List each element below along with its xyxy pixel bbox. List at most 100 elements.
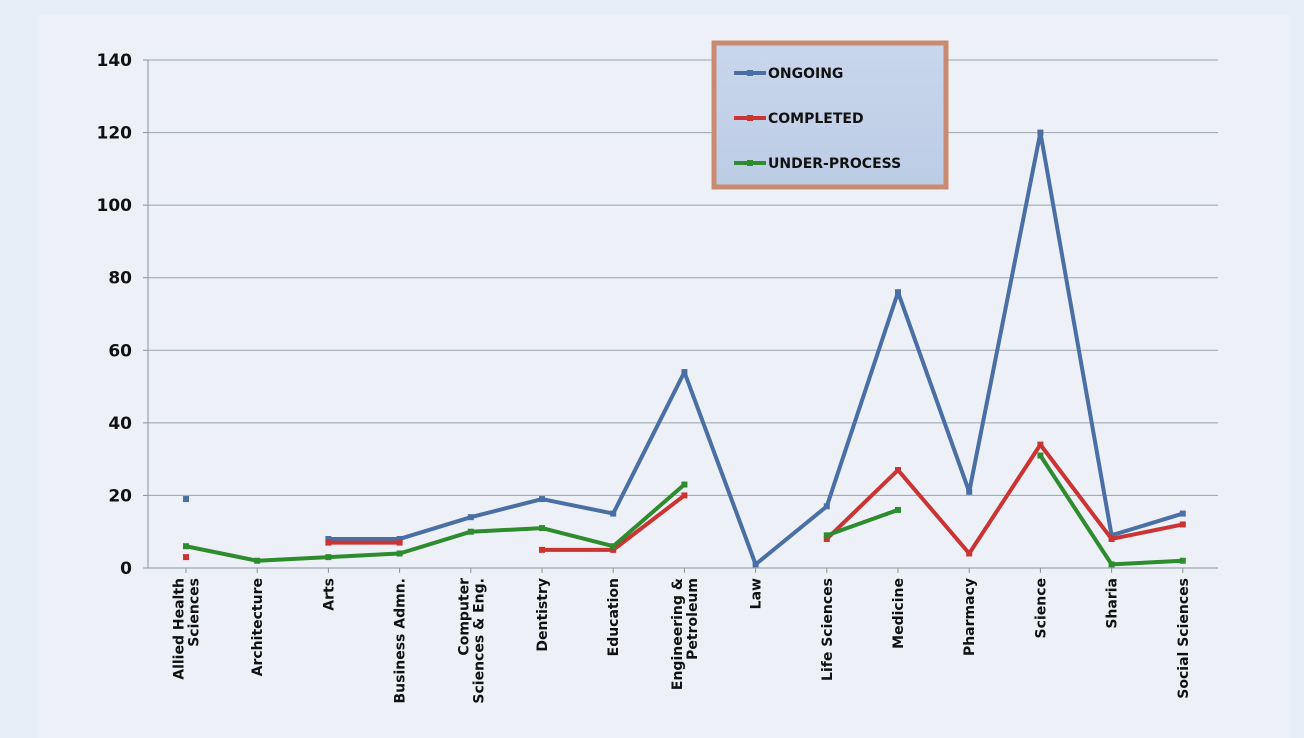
data-point: [1179, 557, 1186, 564]
data-point: [895, 467, 901, 474]
x-tick-label-line: Social Sciences: [1176, 578, 1192, 699]
legend: ONGOING COMPLETED UNDER-PROCESS: [711, 40, 949, 190]
x-tick-label-line: Engineering &: [670, 578, 686, 690]
data-point: [681, 369, 688, 376]
data-point: [823, 532, 830, 539]
x-tick-label-line: Arts: [321, 578, 337, 611]
data-point: [467, 528, 474, 535]
data-point: [610, 543, 617, 550]
data-point: [396, 535, 403, 542]
data-point: [539, 496, 545, 503]
data-point: [396, 539, 403, 546]
x-tick-label-line: Law: [749, 578, 765, 609]
data-point: [895, 289, 901, 296]
data-point: [1108, 532, 1115, 539]
series-line: [824, 507, 900, 538]
y-tick-label: 100: [97, 196, 133, 216]
x-tick-label-line: Dentistry: [535, 578, 551, 652]
data-point: [681, 481, 688, 488]
data-point: [823, 535, 830, 542]
data-point: [610, 546, 617, 553]
grid: [148, 59, 1218, 496]
series-line: [824, 442, 1185, 556]
data-point: [325, 554, 332, 561]
data-point: [183, 554, 189, 561]
x-tick-label-line: Petroleum: [685, 578, 701, 660]
legend-marker: [747, 160, 753, 166]
x-tick-label: Sharia: [1105, 578, 1121, 629]
series-line: [326, 130, 1185, 567]
data-point: [1037, 452, 1044, 459]
data-point: [1179, 510, 1186, 517]
x-tick-label: Social Sciences: [1176, 578, 1192, 699]
x-axis-ticks: Allied Health Sciences Architecture Arts Bus…: [172, 578, 1192, 704]
legend-label: ONGOING: [768, 66, 843, 82]
legend-label: COMPLETED: [768, 111, 864, 127]
x-tick-label-line: Architecture: [250, 578, 266, 676]
data-point: [1037, 441, 1044, 448]
series-under-process: [183, 452, 1186, 568]
data-point: [895, 506, 901, 513]
series: [183, 129, 1186, 568]
x-tick-label: Pharmacy: [962, 578, 978, 656]
data-point: [396, 550, 403, 557]
x-tick-label-line: Sciences: [187, 578, 203, 647]
legend-label: UNDER-PROCESS: [768, 156, 901, 172]
data-point: [823, 503, 830, 510]
series-ongoing: [183, 129, 1186, 568]
chart-panel: 0 20 40 60 80 100 120 140 Allied Health Sciences…: [38, 15, 1290, 738]
x-tick-label-line: Education: [606, 578, 622, 656]
x-tick-label-line: Allied Health: [172, 578, 188, 680]
legend-marker: [747, 70, 753, 76]
data-point: [1179, 521, 1186, 528]
data-point: [467, 514, 474, 521]
x-tick-label: Medicine: [891, 578, 907, 649]
y-tick-label: 60: [108, 341, 132, 361]
data-point: [1037, 129, 1044, 136]
x-tick-label-line: Medicine: [891, 578, 907, 649]
x-tick-label: Allied Health Sciences: [172, 578, 203, 680]
series-completed: [183, 441, 1186, 561]
data-point: [254, 557, 261, 564]
data-point: [752, 561, 759, 568]
x-tick-label: Business Admn.: [393, 578, 409, 704]
x-tick-label-line: Sharia: [1105, 578, 1121, 629]
y-tick-label: 20: [108, 486, 132, 506]
data-point: [1108, 561, 1115, 568]
axes: [143, 59, 1218, 573]
y-tick-label: 120: [97, 124, 133, 144]
x-tick-label: Science: [1033, 578, 1049, 638]
data-point: [1108, 535, 1115, 542]
x-tick-label-line: Pharmacy: [962, 578, 978, 656]
x-tick-label-line: Business Admn.: [393, 578, 409, 704]
x-tick-label: Education: [606, 578, 622, 656]
data-point: [325, 539, 332, 546]
y-axis-ticks: 0 20 40 60 80 100 120 140: [97, 51, 133, 579]
x-tick-label-line: Sciences & Eng.: [471, 578, 487, 704]
x-tick-label: Computer Sciences & Eng.: [456, 578, 487, 704]
data-point: [539, 525, 545, 532]
x-tick-label: Architecture: [250, 578, 266, 676]
y-tick-label: 140: [97, 51, 133, 71]
data-point: [610, 510, 617, 517]
x-tick-label: Dentistry: [535, 578, 551, 652]
x-tick-label: Engineering & Petroleum: [670, 578, 701, 690]
x-tick-label: Law: [749, 578, 765, 609]
legend-marker: [747, 115, 753, 121]
y-tick-label: 0: [120, 559, 132, 579]
x-tick-label: Life Sciences: [820, 578, 836, 681]
data-point: [325, 535, 332, 542]
data-point: [681, 492, 688, 499]
x-tick-label: Arts: [321, 578, 337, 611]
data-point: [539, 546, 545, 553]
data-point: [183, 543, 189, 550]
data-point: [966, 488, 973, 495]
x-tick-label-line: Science: [1033, 578, 1049, 638]
x-tick-label-line: Computer: [456, 578, 472, 656]
data-point: [183, 496, 189, 503]
y-tick-label: 40: [108, 414, 132, 434]
series-line: [184, 482, 687, 563]
x-tick-label-line: Life Sciences: [820, 578, 836, 681]
data-point: [966, 550, 973, 557]
